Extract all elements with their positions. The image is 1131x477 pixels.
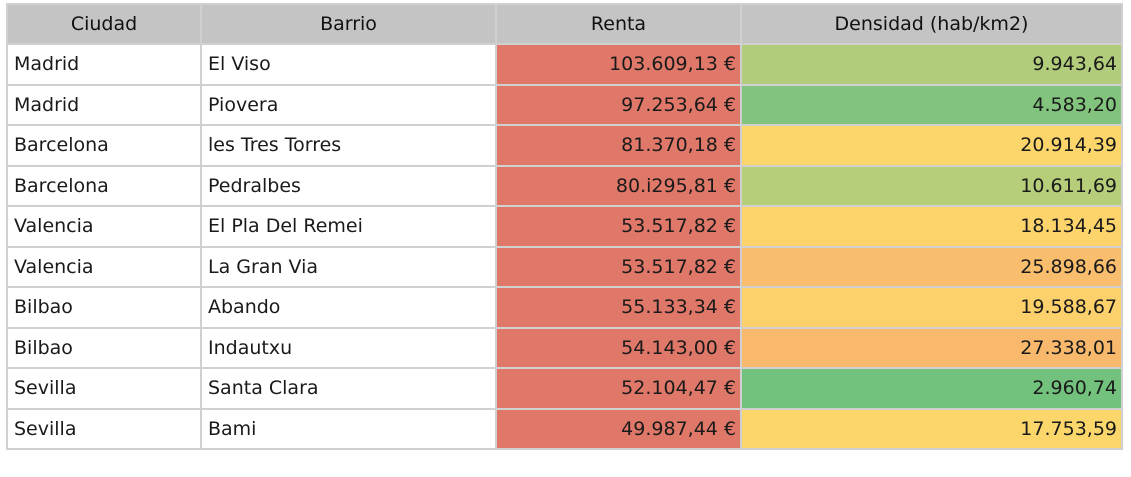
cell-renta: 53.517,82 € [495,205,742,248]
cell-renta: 49.987,44 € [495,407,742,450]
cell-barrio: les Tres Torres [200,124,497,167]
cell-renta: 80.i295,81 € [495,164,742,207]
cell-renta: 52.104,47 € [495,367,742,410]
cell-renta: 53.517,82 € [495,245,742,288]
cell-ciudad: Valencia [6,205,202,248]
header-ciudad: Ciudad [6,3,202,45]
cell-ciudad: Bilbao [6,286,202,329]
cell-densidad: 20.914,39 [740,124,1123,167]
cell-barrio: Indautxu [200,326,497,369]
cell-renta: 97.253,64 € [495,83,742,126]
header-renta: Renta [495,3,742,45]
table-body: Madrid El Viso 103.609,13 €9.943,64 Madrid P… [6,43,1123,450]
cell-renta: 103.609,13 € [495,43,742,86]
cell-barrio: El Viso [200,43,497,86]
cell-ciudad: Madrid [6,43,202,86]
table-row: Bilbao Abando 55.133,34 €19.588,67 [6,286,1123,329]
cell-densidad: 2.960,74 [740,367,1123,410]
cell-renta: 54.143,00 € [495,326,742,369]
table-row: Sevilla Santa Clara 52.104,47 €2.960,74 [6,367,1123,410]
table-row: Bilbao Indautxu 54.143,00 €27.338,01 [6,326,1123,369]
cell-ciudad: Barcelona [6,124,202,167]
header-row: Ciudad Barrio Renta Densidad (hab/km2) [6,3,1123,45]
cell-ciudad: Madrid [6,83,202,126]
cell-densidad: 9.943,64 [740,43,1123,86]
header-barrio: Barrio [200,3,497,45]
cell-ciudad: Sevilla [6,367,202,410]
cell-barrio: La Gran Via [200,245,497,288]
cell-ciudad: Barcelona [6,164,202,207]
cell-densidad: 19.588,67 [740,286,1123,329]
table-row: Madrid El Viso 103.609,13 €9.943,64 [6,43,1123,86]
cell-ciudad: Valencia [6,245,202,288]
header-densidad: Densidad (hab/km2) [740,3,1123,45]
cell-renta: 81.370,18 € [495,124,742,167]
cell-ciudad: Bilbao [6,326,202,369]
cell-barrio: Abando [200,286,497,329]
cell-renta: 55.133,34 € [495,286,742,329]
cell-densidad: 10.611,69 [740,164,1123,207]
cell-barrio: Pedralbes [200,164,497,207]
cell-densidad: 17.753,59 [740,407,1123,450]
cell-barrio: Santa Clara [200,367,497,410]
table-row: Barcelona Pedralbes 80.i295,81 €10.611,69 [6,164,1123,207]
cell-barrio: El Pla Del Remei [200,205,497,248]
table-container: Ciudad Barrio Renta Densidad (hab/km2) M… [6,3,1123,450]
table-row: Sevilla Bami 49.987,44 €17.753,59 [6,407,1123,450]
cell-densidad: 27.338,01 [740,326,1123,369]
cell-densidad: 18.134,45 [740,205,1123,248]
table-row: Valencia La Gran Via 53.517,82 €25.898,66 [6,245,1123,288]
table-header: Ciudad Barrio Renta Densidad (hab/km2) [6,3,1123,45]
cell-ciudad: Sevilla [6,407,202,450]
cell-barrio: Bami [200,407,497,450]
data-table: Ciudad Barrio Renta Densidad (hab/km2) M… [6,3,1123,450]
cell-densidad: 25.898,66 [740,245,1123,288]
table-row: Madrid Piovera 97.253,64 €4.583,20 [6,83,1123,126]
table-row: Valencia El Pla Del Remei 53.517,82 €18.13… [6,205,1123,248]
table-row: Barcelona les Tres Torres 81.370,18 €20.91… [6,124,1123,167]
cell-barrio: Piovera [200,83,497,126]
cell-densidad: 4.583,20 [740,83,1123,126]
